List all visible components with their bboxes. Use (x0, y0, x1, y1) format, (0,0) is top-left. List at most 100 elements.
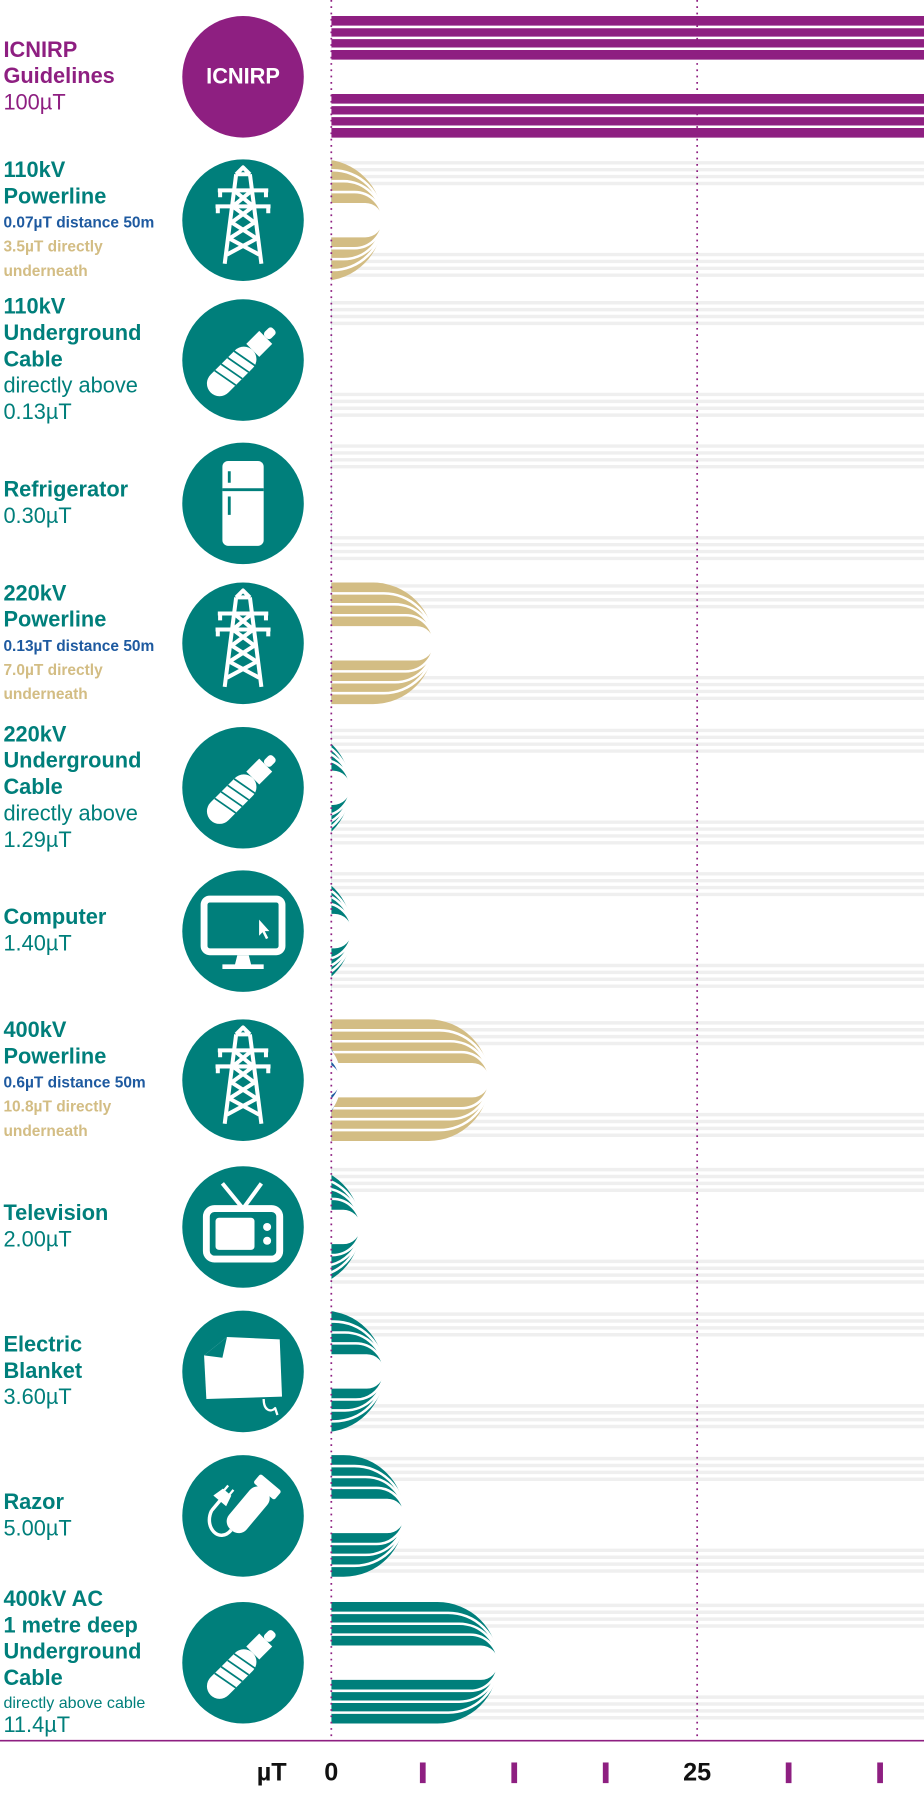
cord (262, 1398, 279, 1416)
u-bar-stripe (331, 190, 334, 250)
u-bar (331, 16, 924, 138)
cable-tip (263, 755, 276, 767)
item-name: 400kV (3, 1018, 67, 1043)
minor-tick (602, 1762, 609, 1784)
cable-tip (263, 1630, 276, 1642)
minor-tick (785, 1762, 792, 1784)
row-label: 220kV Powerline 0.13µT distance 50m 7.0µT d… (3, 581, 177, 706)
row-label: 110kV Powerline 0.07µT distance 50m 3.5µT d… (3, 158, 177, 283)
item-note: directly above cable (3, 1693, 146, 1712)
icon (182, 1601, 304, 1724)
item-name: Cable (3, 775, 63, 800)
u-bar-stripe (331, 592, 335, 695)
cable (206, 327, 276, 397)
x-tick-label: 25 (683, 1759, 711, 1787)
item-name: ICNIRP (3, 38, 78, 63)
icon-circle (182, 870, 304, 992)
tower (215, 165, 271, 264)
bars (331, 16, 924, 1724)
icon (182, 299, 304, 421)
item-name: 220kV (3, 581, 67, 607)
item-name: 220kV (3, 722, 67, 748)
u-bar (331, 1455, 405, 1577)
u-bar-stripe (331, 1175, 362, 1279)
knob (263, 1222, 272, 1231)
u-bar-stripe (331, 592, 435, 695)
tv-screen (215, 1217, 255, 1250)
value-label: 5.00µT (3, 1517, 72, 1542)
item-name: Television (3, 1201, 109, 1226)
item-name: Cable (3, 1666, 63, 1691)
u-bar-stripe (331, 169, 384, 272)
minor-tick (419, 1762, 426, 1784)
icon: ICNIRP (182, 16, 304, 138)
icon-circle (182, 159, 304, 281)
item-name: Powerline (3, 185, 107, 210)
item-note: directly above (3, 374, 138, 399)
razor-head (254, 1474, 281, 1500)
item-name: Powerline (3, 1045, 107, 1070)
u-bar (331, 1019, 490, 1141)
row-label: Computer 1.40µT (3, 905, 177, 958)
u-bar (331, 1166, 361, 1288)
value-label: 3.5µT directly underneath (3, 237, 103, 280)
row-label: 110kV Underground Cable directly above 0.13µ… (3, 294, 177, 426)
item-name: Razor (3, 1490, 64, 1515)
u-bar-stripe (331, 736, 352, 839)
tower (215, 1025, 271, 1125)
value-label: 7.0µT directly underneath (3, 661, 103, 703)
icon (182, 159, 304, 281)
stand (222, 955, 264, 969)
row-label: ICNIRP Guidelines 100µT (3, 37, 177, 116)
tower (215, 588, 271, 688)
value-label: 0.13µT distance 50m (3, 636, 155, 655)
icon (182, 442, 304, 565)
item-name: 110kV (3, 295, 66, 320)
value-label: 0.6µT distance 50m (3, 1073, 146, 1092)
item-name: Electric (3, 1333, 83, 1358)
cable-tip (263, 327, 276, 340)
value-label: 1.29µT (3, 828, 72, 853)
x-tick-label: 0 (324, 1759, 338, 1787)
item-name: Refrigerator (3, 478, 129, 503)
row-label: 220kV Underground Cable directly above 1.29µ… (3, 722, 177, 854)
minor-tick (877, 1762, 883, 1784)
value-label: 0.07µT distance 50m (3, 213, 155, 232)
u-bar-stripe (331, 452, 337, 555)
item-name: 400kV AC (3, 1587, 104, 1612)
icon (182, 727, 304, 849)
u-bar-stripe (331, 613, 335, 673)
item-name: Powerline (3, 608, 107, 633)
x-axis-label: µT (257, 1759, 288, 1787)
value-label: 2.00µT (3, 1228, 72, 1253)
row-backgrounds (331, 17, 924, 1720)
value-label: 0.13µT (3, 400, 72, 425)
u-bar-stripe (331, 308, 335, 412)
item-note: directly above (3, 802, 138, 827)
razor (207, 1474, 281, 1537)
item-name: 110kV (3, 158, 66, 183)
icon-circle (182, 582, 304, 705)
minor-tick (511, 1762, 518, 1784)
row-label: 400kV AC 1 metre deep Underground Cable dire… (3, 1586, 177, 1739)
blanket-fold (204, 1337, 227, 1358)
item-name: Guidelines (3, 64, 115, 89)
razor-body (226, 1486, 270, 1534)
row-label: Refrigerator 0.30µT (3, 477, 177, 530)
item-name: Blanket (3, 1359, 83, 1384)
u-bar-stripe (331, 1029, 342, 1132)
plug (213, 1484, 235, 1507)
icon (182, 1166, 304, 1288)
item-name: Computer (3, 905, 107, 930)
icon (182, 1019, 304, 1141)
u-bar (331, 582, 434, 705)
u-bar-stripe (331, 1320, 386, 1423)
row-label: Electric Blanket 3.60µT (3, 1332, 177, 1411)
u-bar-stripe (331, 1029, 491, 1132)
u-bar-stripe (331, 879, 353, 983)
item-name: 1 metre deep (3, 1613, 138, 1639)
value-label: 11.4µT (3, 1713, 71, 1738)
item-name: Cable (3, 348, 63, 373)
